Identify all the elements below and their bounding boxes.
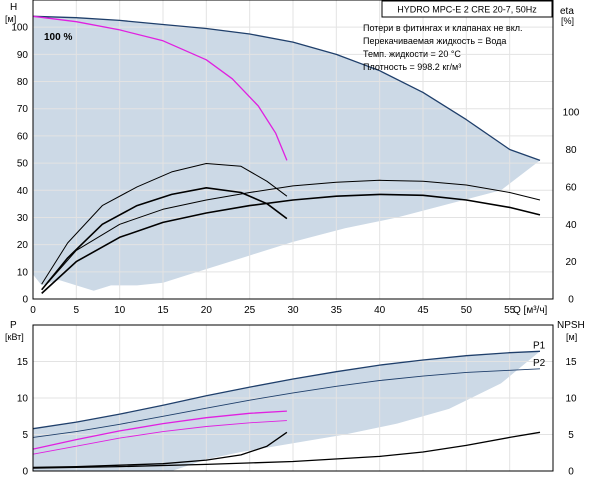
- x-tick-label: 15: [157, 305, 169, 316]
- y-tick-label: 10: [17, 267, 29, 278]
- grid-lines: [33, 325, 553, 471]
- info-line: Перекачиваемая жидкость = Вода: [363, 36, 506, 46]
- tick-labels: 0 10 20 30 40 50 60 70 80 90 100 0 20 40 60 80 100 0 5 10 15…: [11, 23, 579, 316]
- y2-axis-label: NPSH: [557, 320, 585, 331]
- y-axis-label: P: [10, 320, 17, 331]
- y-tick-label: 50: [17, 159, 29, 170]
- tick-labels: 0 5 10 15 0 5 10 15: [17, 357, 577, 478]
- x-axis-label: Q [м³/ч]: [513, 305, 548, 316]
- y2-tick-label: 20: [565, 257, 577, 268]
- y-axis-unit: [м]: [5, 14, 16, 24]
- x-tick-label: 25: [244, 305, 256, 316]
- eta-curve: [41, 163, 288, 285]
- speed-annotation: 100 %: [44, 32, 72, 43]
- head-efficiency-panel: 0 10 20 30 40 50 60 70 80 90 100 0 20 40 60 80 100 0 5 10 15…: [5, 0, 580, 316]
- y-tick-label: 40: [17, 186, 29, 197]
- series-label: P2: [533, 358, 546, 369]
- h-curve: [32, 15, 541, 162]
- y2-tick-label: 5: [568, 430, 574, 441]
- chart-title: HYDRO MPC-E 2 CRE 20-7, 50Hz: [397, 5, 537, 15]
- p-curve-p2: [32, 368, 541, 438]
- npsh-curve: [32, 431, 541, 469]
- y2-tick-label: 0: [568, 295, 574, 306]
- y2-tick-label: 10: [565, 394, 577, 405]
- eta-curve: [41, 187, 288, 291]
- y-axis-unit: [кВт]: [5, 332, 24, 342]
- y2-tick-label: 40: [565, 220, 577, 231]
- series-group: P1 P2: [32, 340, 546, 469]
- npsh-curve: [32, 431, 288, 469]
- y-tick-label: 15: [17, 357, 29, 368]
- info-line: Потери в фитингах и клапанах не вкл.: [363, 23, 523, 33]
- x-tick-label: 40: [374, 305, 386, 316]
- y-tick-label: 30: [17, 213, 29, 224]
- y-tick-label: 0: [22, 467, 28, 478]
- y-tick-label: 100: [11, 23, 28, 34]
- x-tick-label: 30: [287, 305, 299, 316]
- y-tick-label: 60: [17, 131, 29, 142]
- operating-range-area: [33, 16, 540, 291]
- operating-range-fill: [33, 16, 540, 291]
- x-tick-label: 10: [114, 305, 126, 316]
- plot-frame: [32, 324, 554, 472]
- y-tick-label: 10: [17, 394, 29, 405]
- x-tick-label: 35: [331, 305, 343, 316]
- y2-axis-unit: [%]: [561, 16, 574, 26]
- power-npsh-panel: P1 P2 0 5 10 15 0 5 10 15 P [кВт] NPSH [м]: [5, 320, 585, 478]
- x-tick-label: 45: [417, 305, 429, 316]
- plot-frame: [32, 0, 554, 300]
- info-line: Плотность = 998.2 кг/м³: [363, 62, 461, 72]
- y2-tick-label: 0: [568, 467, 574, 478]
- series-label: P1: [533, 340, 546, 351]
- x-tick-label: 20: [201, 305, 213, 316]
- x-tick-label: 50: [461, 305, 473, 316]
- y-tick-label: 70: [17, 104, 29, 115]
- h-curve: [32, 15, 288, 161]
- title-box: [381, 0, 553, 18]
- p-curve-p1: [32, 350, 541, 430]
- x-tick-label: 0: [30, 305, 36, 316]
- series-group: [32, 15, 541, 294]
- info-box: HYDRO MPC-E 2 CRE 20-7, 50Hz Потери в фит…: [363, 0, 553, 72]
- grid-lines: [33, 0, 553, 299]
- y2-axis-label: eta: [560, 6, 574, 17]
- y2-axis-unit: [м]: [566, 332, 577, 342]
- y-axis-label: H: [10, 2, 17, 13]
- y-tick-label: 90: [17, 50, 29, 61]
- y2-tick-label: 80: [565, 145, 577, 156]
- eta-curve: [41, 193, 541, 294]
- eta-curve: [41, 179, 541, 291]
- p-curve: [32, 420, 287, 455]
- y-tick-label: 20: [17, 240, 29, 251]
- x-tick-label: 55: [504, 305, 516, 316]
- y-tick-label: 0: [22, 295, 28, 306]
- info-line: Темп. жидкости = 20 °C: [363, 49, 461, 59]
- p-curve: [32, 410, 287, 450]
- y2-tick-label: 60: [565, 182, 577, 193]
- y-tick-label: 5: [22, 430, 28, 441]
- y2-tick-label: 15: [565, 357, 577, 368]
- x-tick-label: 5: [74, 305, 80, 316]
- y-tick-label: 80: [17, 77, 29, 88]
- y2-tick-label: 100: [563, 108, 580, 119]
